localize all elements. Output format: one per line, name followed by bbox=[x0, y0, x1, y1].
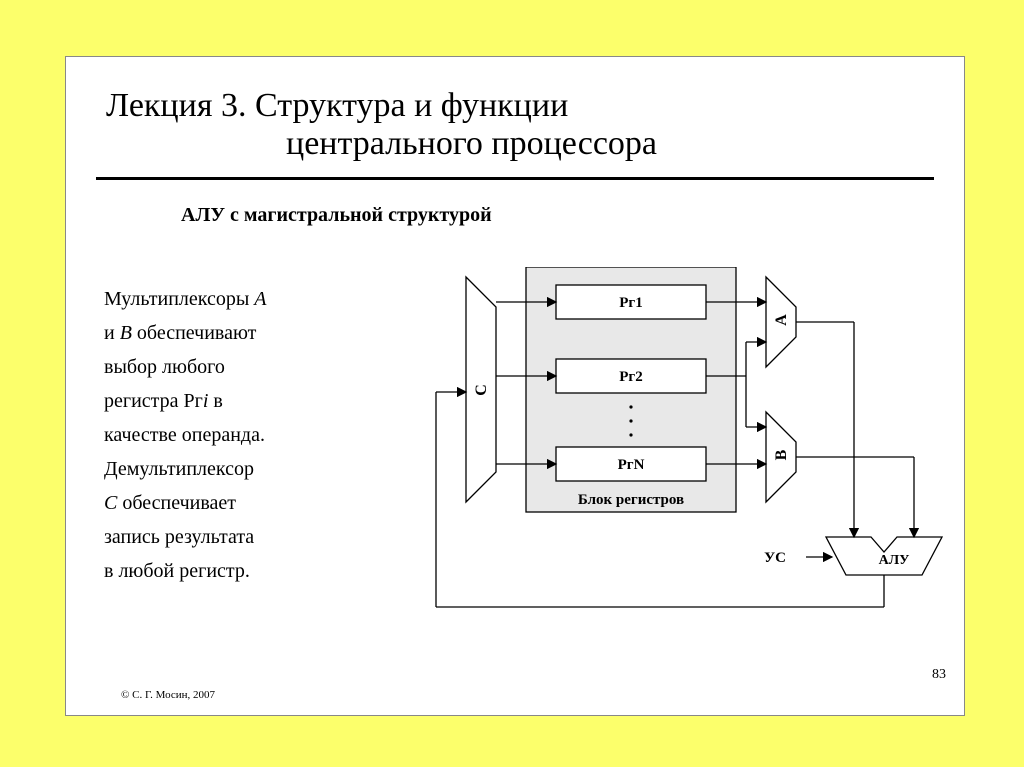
uc-label: УС bbox=[764, 550, 786, 566]
title-line1: Лекция 3. Структура и функции bbox=[106, 87, 924, 125]
title-line2: центрального процессора bbox=[106, 125, 924, 163]
subtitle: АЛУ с магистральной структурой bbox=[66, 180, 964, 227]
mux-label-C: C bbox=[473, 384, 490, 396]
body-text: Мультиплексоры A и B обеспечивают выбор … bbox=[104, 282, 404, 588]
slide: Лекция 3. Структура и функции центрально… bbox=[65, 56, 965, 716]
mux-label-B: B bbox=[773, 449, 790, 460]
register-label-2: РгN bbox=[618, 457, 645, 473]
register-label-1: Рг2 bbox=[619, 369, 642, 385]
page-number: 83 bbox=[932, 667, 946, 683]
title-block: Лекция 3. Структура и функции центрально… bbox=[66, 57, 964, 163]
register-label-0: Рг1 bbox=[619, 295, 642, 311]
alu-label: АЛУ bbox=[879, 553, 910, 568]
block-diagram: Блок регистров Рг1 Рг2 РгN C A B АЛУ УС bbox=[406, 267, 946, 617]
copyright: © С. Г. Мосин, 2007 bbox=[121, 689, 215, 701]
mux-label-A: A bbox=[773, 314, 790, 326]
register-block-label: Блок регистров bbox=[578, 492, 684, 508]
diagram-svg: Блок регистров Рг1 Рг2 РгN C A B АЛУ УС bbox=[406, 267, 946, 617]
